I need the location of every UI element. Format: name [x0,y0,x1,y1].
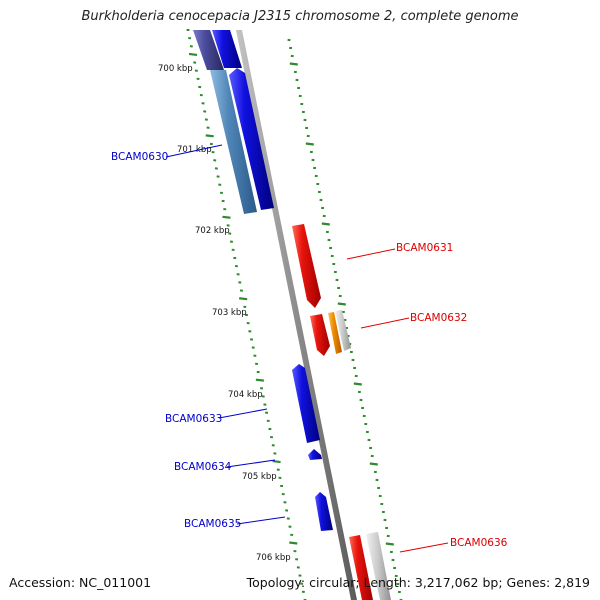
tick-label-702: 702 kbp [195,226,230,236]
tick-labels: 700 kbp 701 kbp 702 kbp 703 kbp 704 kbp … [158,64,291,563]
gene-label-BCAM0636[interactable]: BCAM0636 [450,537,508,549]
gene-labels: BCAM0630 BCAM0631 BCAM0632 BCAM0633 BCAM… [111,151,508,549]
leader-BCAM0635 [236,516,286,525]
gene-BCAM0630-blue [229,68,274,210]
forward-strand-genes [292,224,391,600]
tick-label-703: 703 kbp [212,308,247,318]
map-title: Burkholderia cenocepacia J2315 chromosom… [81,9,519,24]
gene-gray-small [335,310,351,351]
track-dot-right [305,142,314,146]
track-dot-right [353,382,362,386]
track-dot-right [385,542,394,546]
track-dot-left [188,52,198,57]
leader-BCAM0630 [165,144,223,158]
leader-BCAM0636 [399,542,449,553]
track-dot-right [369,462,378,466]
gene-BCAM0635 [315,492,333,531]
gene-BCAM0631 [292,224,321,308]
genome-summary-text: Topology: circular; Length: 3,217,062 bp… [246,575,590,590]
track-dot-left [222,215,231,219]
gene-label-BCAM0631[interactable]: BCAM0631 [396,242,453,254]
tick-label-704: 704 kbp [228,390,263,400]
gene-gray-lower [366,532,391,600]
gene-BCAM0630-steel [210,70,257,214]
leader-BCAM0634 [226,459,276,468]
gene-BCAM0634 [308,449,322,460]
tick-label-706: 706 kbp [256,553,291,563]
leader-BCAM0633 [218,408,268,419]
tick-label-705: 705 kbp [242,472,277,482]
leader-BCAM0632 [360,317,410,329]
gene-BCAM0636 [349,535,373,600]
track-dot-right [337,302,346,306]
tick-label-700: 700 kbp [158,64,193,74]
track-dot-right [289,62,298,66]
gene-upper-blue [212,30,242,68]
reverse-strand-genes [193,30,333,531]
gene-label-BCAM0630[interactable]: BCAM0630 [111,151,168,163]
gene-BCAM0632 [310,314,330,356]
track-dot-left [239,297,248,301]
label-leaders [165,144,449,553]
gene-label-BCAM0634[interactable]: BCAM0634 [174,461,232,473]
gene-label-BCAM0633[interactable]: BCAM0633 [165,413,222,425]
track-dot-left [272,459,281,464]
gene-orange [328,312,342,354]
tick-label-701: 701 kbp [177,145,212,155]
track-dot-left [255,378,265,382]
gene-BCAM0633 [292,364,320,443]
track-dot-left [289,541,298,545]
gene-label-BCAM0632[interactable]: BCAM0632 [410,312,467,324]
track-dot-left [205,134,214,138]
gene-upper-slate [193,30,224,70]
gene-label-BCAM0635[interactable]: BCAM0635 [184,518,241,530]
accession-text: Accession: NC_011001 [9,575,152,590]
track-dot-right [321,222,330,226]
leader-BCAM0631 [346,248,396,260]
